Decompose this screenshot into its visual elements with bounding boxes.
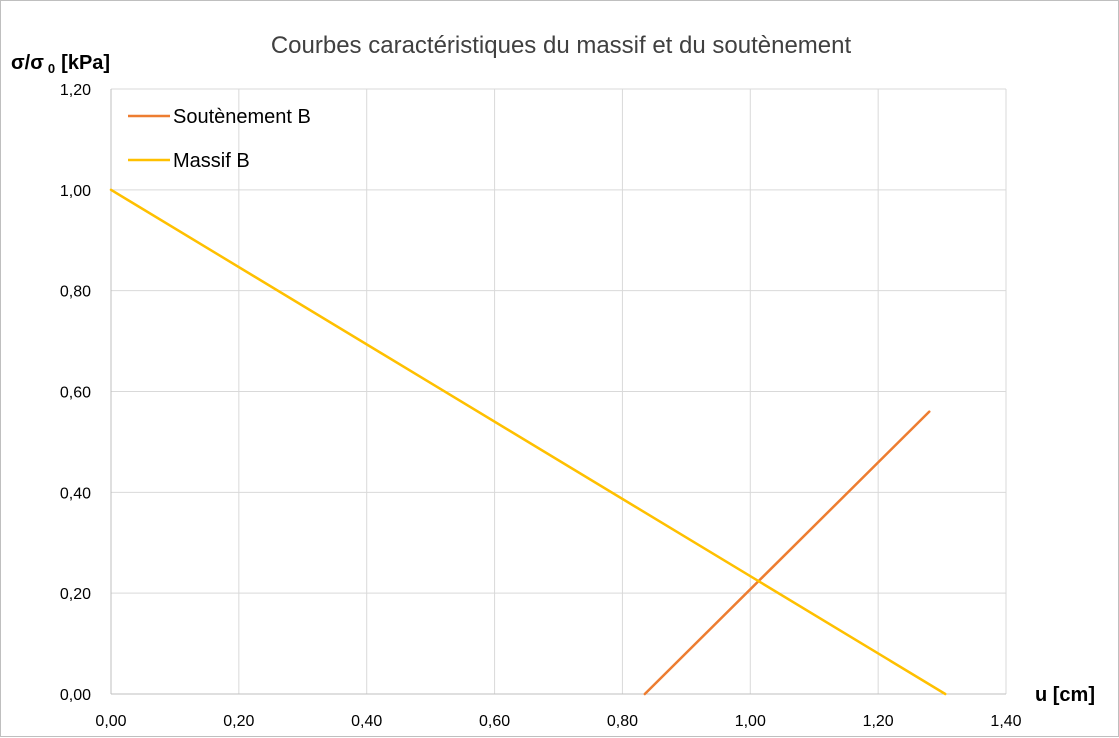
x-tick-label: 0,60: [479, 713, 510, 730]
x-tick-label: 1,40: [990, 713, 1021, 730]
y-axis-label: σ/σ 0 [kPa]: [11, 52, 110, 76]
tick-layer: 0,00 0,20 0,40 0,60 0,80 1,00 1,20 1,40 0,00 0,20…: [60, 82, 1022, 730]
y-axis-label-unit: [kPa]: [61, 52, 110, 74]
x-tick-label: 0,40: [351, 713, 382, 730]
y-tick-label: 1,20: [60, 82, 91, 99]
series-line-1: [643, 410, 931, 696]
legend-label: Massif B: [173, 150, 250, 172]
y-tick-label: 0,20: [60, 586, 91, 603]
x-tick-label: 1,00: [735, 713, 766, 730]
x-tick-label: 0,80: [607, 713, 638, 730]
y-tick-label: 1,00: [60, 183, 91, 200]
series-line-2: [109, 188, 947, 696]
y-tick-label: 0,00: [60, 687, 91, 704]
y-tick-label: 0,40: [60, 485, 91, 502]
y-axis-label-main: σ/σ: [11, 52, 44, 74]
x-tick-label: 1,20: [863, 713, 894, 730]
legend-label: Soutènement B: [173, 106, 311, 128]
x-axis-label: u [cm]: [1035, 684, 1095, 706]
x-tick-label: 0,00: [95, 713, 126, 730]
y-axis-label-subscript: 0: [48, 61, 55, 76]
series-layer: [109, 188, 947, 696]
chart-title: Courbes caractéristiques du massif et du…: [271, 32, 852, 59]
y-tick-label: 0,80: [60, 284, 91, 301]
grid-layer: [111, 88, 1007, 694]
y-tick-label: 0,60: [60, 385, 91, 402]
x-tick-label: 0,20: [223, 713, 254, 730]
legend: Soutènement B Massif B: [128, 106, 311, 172]
